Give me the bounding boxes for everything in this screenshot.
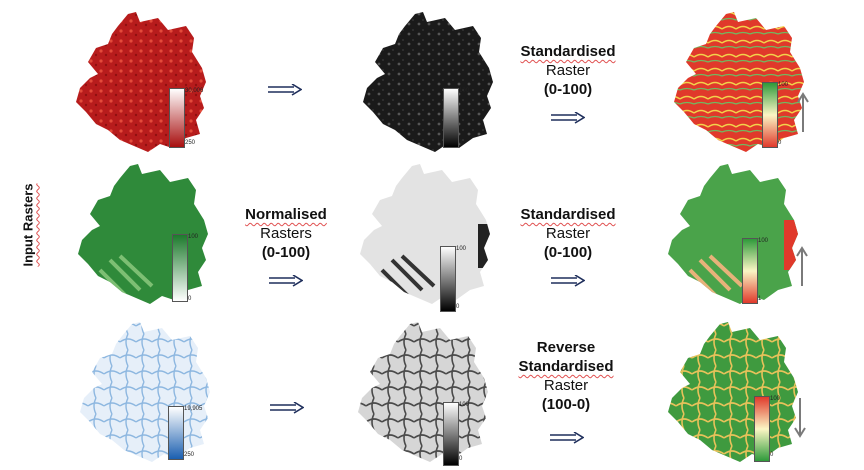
row3-output-legend-max: 100 bbox=[770, 396, 781, 402]
row3-input-legend-max: 19,905 bbox=[184, 406, 203, 412]
row1-input-legend-bar bbox=[169, 88, 185, 148]
row1-normalised-raster-map bbox=[355, 8, 500, 156]
row3-input-legend-min: 250 bbox=[184, 452, 195, 458]
row3-normalised-legend-max: 100 bbox=[459, 402, 470, 408]
row2-arrow-to-normalised-icon bbox=[269, 275, 303, 287]
row1-output-legend-bar bbox=[762, 82, 778, 148]
row2-input-legend-max: 100 bbox=[188, 234, 199, 240]
row2-input-legend-bar bbox=[172, 234, 188, 302]
row3-input-raster-map bbox=[72, 318, 217, 466]
row1-output-raster-map bbox=[666, 8, 811, 156]
row2-normalised-raster-map bbox=[352, 160, 497, 308]
row2-arrow-to-output-icon bbox=[551, 275, 585, 287]
row1-input-legend-max: 30,006 bbox=[185, 88, 204, 94]
row1-normalised-legend-bar bbox=[443, 88, 459, 148]
input-rasters-label: Input Rasters bbox=[20, 183, 36, 267]
row1-normalised-legend-min: 0 bbox=[459, 140, 463, 146]
row3-output-raster-map bbox=[660, 318, 805, 466]
row3-reverse-standardised-text: Reverse Standardised Raster (100-0) bbox=[518, 339, 614, 413]
row1-arrow-to-normalised-icon bbox=[268, 84, 302, 96]
row2-output-legend-bar bbox=[742, 238, 758, 304]
row2-output-legend-min: 1 bbox=[758, 296, 762, 302]
row2-standardised-text: Standardised Raster (0-100) bbox=[520, 206, 616, 261]
row2-normalised-legend-min: 0 bbox=[456, 304, 460, 310]
row1-normalised-legend-max: 100 bbox=[459, 88, 470, 94]
row2-output-raster-map bbox=[660, 160, 805, 308]
row1-output-legend-min: 0 bbox=[778, 140, 782, 146]
row1-up-arrow-icon bbox=[797, 92, 809, 132]
row3-output-legend-min: 0 bbox=[770, 452, 774, 458]
row1-input-legend-min: 250 bbox=[185, 140, 196, 146]
row1-standardised-text: Standardised Raster (0-100) bbox=[520, 43, 616, 98]
row1-input-raster-map bbox=[68, 8, 213, 156]
row3-output-legend-bar bbox=[754, 396, 770, 462]
row3-normalised-legend-min: 0 bbox=[459, 456, 463, 462]
row1-output-legend-max: 100 bbox=[778, 82, 789, 88]
row3-arrow-to-output-icon bbox=[550, 432, 584, 444]
row3-arrow-to-normalised-icon bbox=[270, 402, 304, 414]
row2-normalised-legend-max: 100 bbox=[456, 246, 467, 252]
row3-normalised-raster-map bbox=[350, 318, 495, 466]
row2-input-legend-min: 0 bbox=[188, 296, 192, 302]
row1-arrow-to-output-icon bbox=[551, 112, 585, 124]
row2-normalised-legend-bar bbox=[440, 246, 456, 312]
row3-input-legend-bar bbox=[168, 406, 184, 460]
row3-down-arrow-icon bbox=[794, 398, 806, 438]
row2-normalised-text: Normalised Rasters (0-100) bbox=[245, 206, 327, 261]
row2-up-arrow-icon bbox=[796, 246, 808, 286]
row2-output-legend-max: 100 bbox=[758, 238, 769, 244]
row3-normalised-legend-bar bbox=[443, 402, 459, 466]
